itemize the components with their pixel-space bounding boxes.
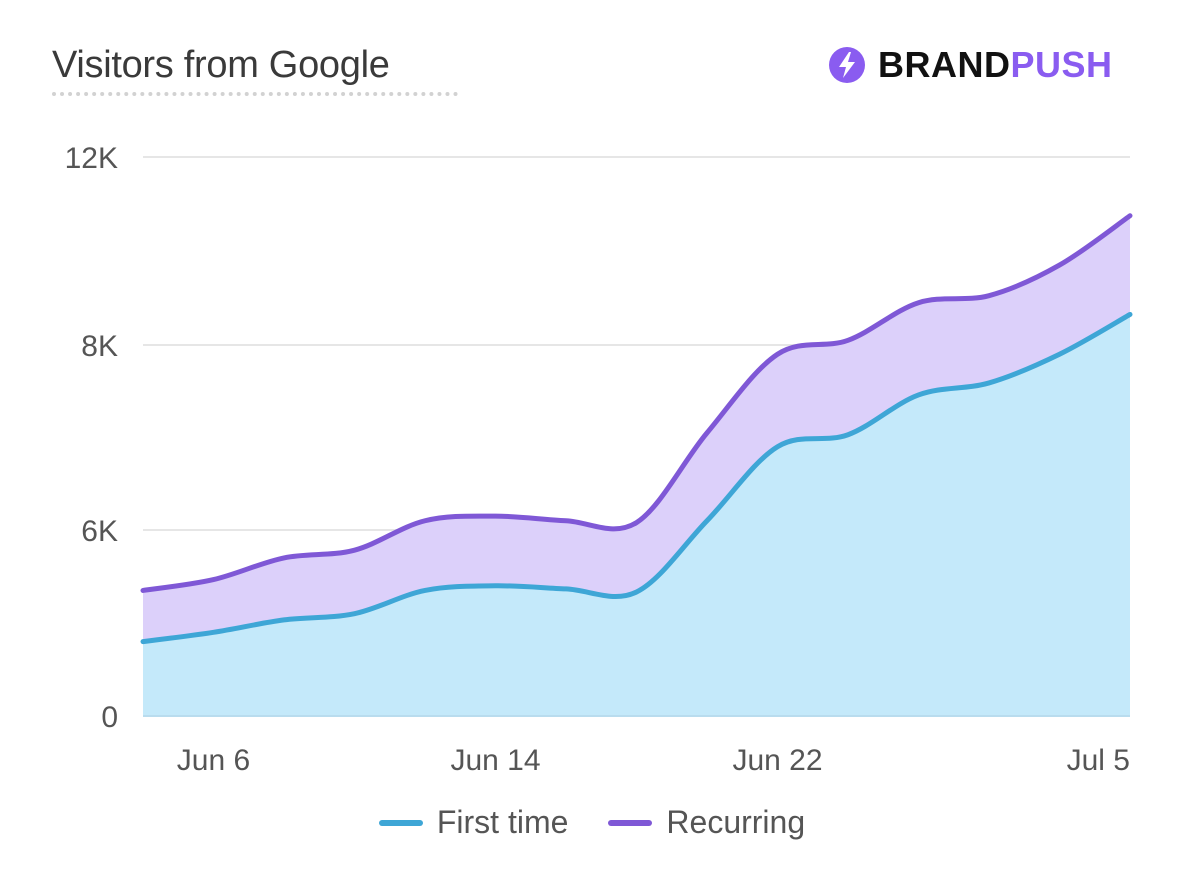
brand-name-part2: PUSH (1010, 44, 1113, 85)
legend-swatch-first-time (378, 819, 423, 826)
y-tick-label: 8K (81, 330, 118, 363)
line-recurring (140, 213, 1133, 593)
chart-title: Visitors from Google (52, 44, 390, 86)
legend-label: First time (436, 804, 569, 840)
y-tick-label: 0 (101, 701, 118, 734)
x-tick-label: Jun 6 (177, 744, 250, 777)
legend-item-recurring[interactable]: Recurring (608, 804, 805, 841)
legend-label: Recurring (666, 804, 806, 840)
lightning-bolt-icon (829, 47, 865, 83)
legend-item-first-time[interactable]: First time (378, 804, 569, 841)
title-dotted-underline (52, 92, 458, 96)
y-tick-label: 12K (65, 142, 118, 175)
y-tick-label: 6K (81, 515, 118, 548)
line-first-time (140, 311, 1133, 645)
x-tick-label: Jun 14 (450, 744, 540, 777)
brand-name-part1: BRAND (878, 44, 1011, 85)
x-tick-label: Jul 5 (1067, 744, 1130, 777)
x-tick-label: Jun 22 (732, 744, 822, 777)
brand-logo: BRANDPUSH (828, 44, 1113, 86)
legend: First time Recurring (0, 804, 1184, 841)
legend-swatch-recurring (608, 819, 653, 826)
